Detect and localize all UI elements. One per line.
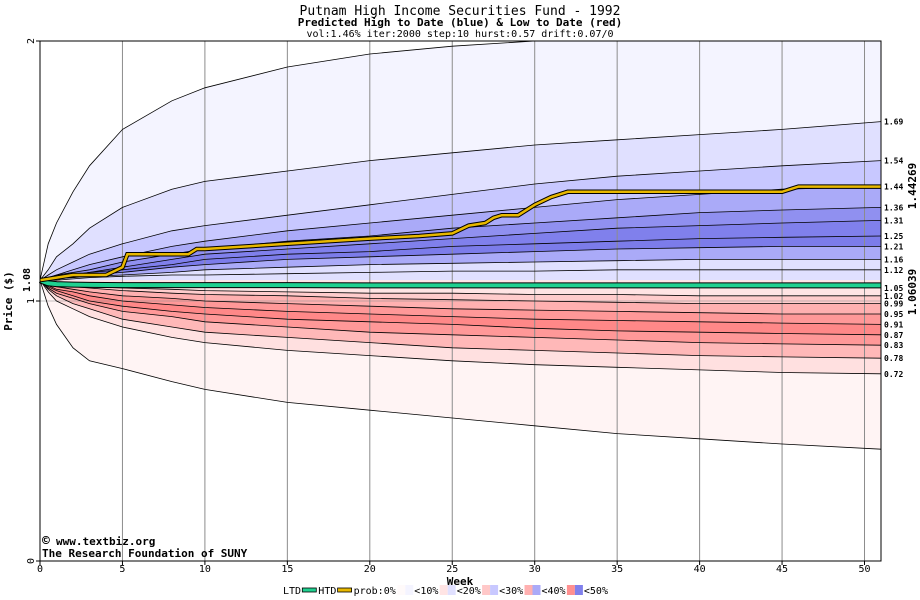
end-labels: 1.69 1.54 1.44 1.36 1.31 1.251.21 1.16 1.12 1.05…	[884, 118, 903, 379]
low-curve-0.78	[39, 279, 882, 359]
legend-bin-4: <50%	[584, 586, 608, 597]
low-band-5	[40, 280, 881, 346]
legend-htd-swatch	[337, 587, 353, 593]
low-band-8	[40, 280, 881, 450]
legend-prob-label: prob:0%	[354, 586, 396, 597]
x-tick-label-0: 0	[37, 564, 43, 575]
low-curve-0.95	[39, 279, 881, 315]
end-label-1.44: 1.44	[884, 183, 903, 192]
end-label-1.31: 1.31	[884, 216, 903, 225]
high-curve-1.54	[39, 160, 882, 281]
high-band-0	[40, 41, 881, 281]
htd-path	[39, 185, 881, 282]
high-band-3	[40, 186, 881, 281]
end-label-0.72: 0.72	[884, 370, 903, 379]
legend-htd-label: HTD	[318, 586, 336, 597]
x-tick-label-45: 45	[776, 564, 788, 575]
legend-swatch-blue-1	[447, 585, 456, 595]
high-curve-1.69	[39, 121, 882, 281]
x-tick-label-35: 35	[611, 564, 623, 575]
y-tick-label-2: 2	[26, 38, 37, 44]
end-label-0.91: 0.91	[884, 320, 903, 329]
end-label-0.78: 0.78	[884, 354, 903, 363]
legend-bin-2: <30%	[499, 586, 523, 597]
legend-bin-3: <40%	[542, 586, 566, 597]
x-tick-label-50: 50	[858, 564, 870, 575]
low-band-3	[40, 280, 881, 325]
x-tick-label-25: 25	[446, 564, 458, 575]
y-tick-label-0: 0	[26, 558, 37, 564]
low-curve-0.72	[39, 279, 882, 375]
low-curve-0.91	[39, 279, 882, 325]
end-label-ltd: 1.05	[884, 284, 903, 293]
low-band-7	[40, 280, 881, 374]
x-tick-label-15: 15	[281, 564, 293, 575]
high-curve-1.12	[40, 269, 881, 281]
x-tick-label-40: 40	[694, 564, 706, 575]
end-label-1.36: 1.36	[884, 203, 903, 212]
legend-swatch-red-1	[439, 585, 448, 595]
low-band-4	[40, 280, 881, 335]
low-band-1	[40, 280, 881, 304]
chart-title: Putnam High Income Securities Fund - 199…	[300, 4, 621, 19]
to-date-paths	[38, 184, 881, 289]
x-tick-label-30: 30	[529, 564, 541, 575]
high-band-8	[40, 259, 881, 281]
ltd-path	[39, 278, 881, 288]
end-label-0.99: 0.99	[884, 300, 903, 309]
low-curve-0.87	[39, 279, 882, 336]
legend-swatch-red-2	[482, 585, 491, 595]
end-label-1.16: 1.16	[884, 255, 903, 264]
y-tick-label-1: 1	[26, 298, 37, 304]
legend-swatch-red-4	[566, 585, 575, 595]
watermark-org: The Research Foundation of SUNY	[42, 547, 248, 560]
chart-params: vol:1.46% iter:2000 step:10 hurst:0.57 d…	[306, 29, 613, 40]
low-band-6	[40, 280, 881, 359]
high-band-9	[40, 269, 881, 281]
legend-swatch-blue-0	[405, 585, 414, 595]
ltd-value-label: 1.06039	[906, 269, 919, 315]
legend-swatch-red-3	[524, 585, 533, 595]
legend-swatch-blue-2	[490, 585, 499, 595]
htd-value-label: 1.44269	[906, 163, 919, 209]
legend-bin-0: <10%	[414, 586, 438, 597]
end-label-1.54: 1.54	[884, 157, 903, 166]
high-band-7	[40, 246, 881, 281]
chart-subtitle: Predicted High to Date (blue) & Low to D…	[298, 16, 623, 29]
high-band-5	[40, 220, 881, 281]
high-band-6	[40, 236, 881, 281]
legend-ltd-label: LTD	[283, 586, 301, 597]
low-curve-0.83	[39, 279, 882, 346]
watermark-url: www.textbiz.org	[56, 535, 155, 548]
axes: 0 5 10 15 20 25 30 35 40 45 50 0 1 2	[26, 38, 871, 575]
probability-bands	[40, 41, 881, 450]
end-label-0.87: 0.87	[884, 331, 903, 340]
legend-swatch-blue-4	[574, 585, 583, 595]
x-tick-label-10: 10	[199, 564, 211, 575]
start-price-label: 1.08	[22, 268, 33, 292]
end-label-1.02: 1.02	[884, 292, 903, 301]
end-label-0.83: 0.83	[884, 341, 903, 350]
legend: LTD HTD prob:0% <10% <20% <30% <40% <50%	[283, 585, 608, 597]
legend-swatch-red-0	[397, 585, 406, 595]
x-tick-label-5: 5	[119, 564, 125, 575]
low-curve-outer	[39, 280, 882, 450]
end-label-1.69: 1.69	[884, 118, 903, 127]
x-tick-label-20: 20	[364, 564, 376, 575]
x-axis-label: Week	[447, 575, 474, 588]
high-band-4	[40, 207, 881, 281]
y-axis-label: Price ($)	[2, 271, 15, 331]
high-curve-1.44	[39, 186, 882, 281]
legend-swatch-blue-3	[532, 585, 541, 595]
end-label-1.21: 1.21	[884, 242, 903, 251]
end-label-0.95: 0.95	[884, 310, 903, 319]
copyright-icon: ©	[42, 534, 50, 549]
legend-bin-1: <20%	[457, 586, 481, 597]
end-label-1.25: 1.25	[884, 232, 903, 241]
legend-ltd-swatch	[301, 587, 317, 593]
end-label-1.12: 1.12	[884, 266, 903, 275]
low-band-2	[40, 280, 881, 314]
high-band-1	[40, 121, 881, 281]
